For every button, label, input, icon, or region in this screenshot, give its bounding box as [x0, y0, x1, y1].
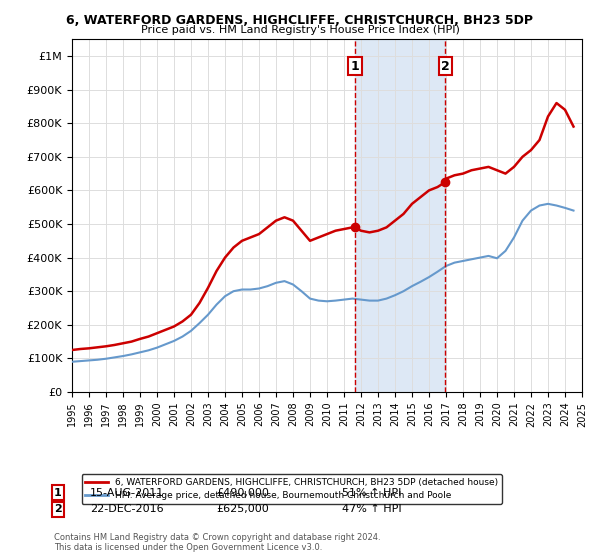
- Text: 6, WATERFORD GARDENS, HIGHCLIFFE, CHRISTCHURCH, BH23 5DP: 6, WATERFORD GARDENS, HIGHCLIFFE, CHRIST…: [67, 14, 533, 27]
- Legend: 6, WATERFORD GARDENS, HIGHCLIFFE, CHRISTCHURCH, BH23 5DP (detached house), HPI: : 6, WATERFORD GARDENS, HIGHCLIFFE, CHRIST…: [82, 474, 502, 504]
- Text: 47% ↑ HPI: 47% ↑ HPI: [342, 505, 401, 515]
- Text: Price paid vs. HM Land Registry's House Price Index (HPI): Price paid vs. HM Land Registry's House …: [140, 25, 460, 35]
- Text: £490,000: £490,000: [216, 488, 269, 498]
- Bar: [355, 39, 445, 392]
- Text: 2: 2: [441, 59, 450, 73]
- Text: £625,000: £625,000: [216, 505, 269, 515]
- Text: 15-AUG-2011: 15-AUG-2011: [90, 488, 164, 498]
- Text: 1: 1: [54, 488, 62, 498]
- Text: 22-DEC-2016: 22-DEC-2016: [90, 505, 164, 515]
- Text: 1: 1: [350, 59, 359, 73]
- Text: 51% ↑ HPI: 51% ↑ HPI: [342, 488, 401, 498]
- Text: Contains HM Land Registry data © Crown copyright and database right 2024.
This d: Contains HM Land Registry data © Crown c…: [54, 533, 380, 552]
- Text: 2: 2: [54, 505, 62, 515]
